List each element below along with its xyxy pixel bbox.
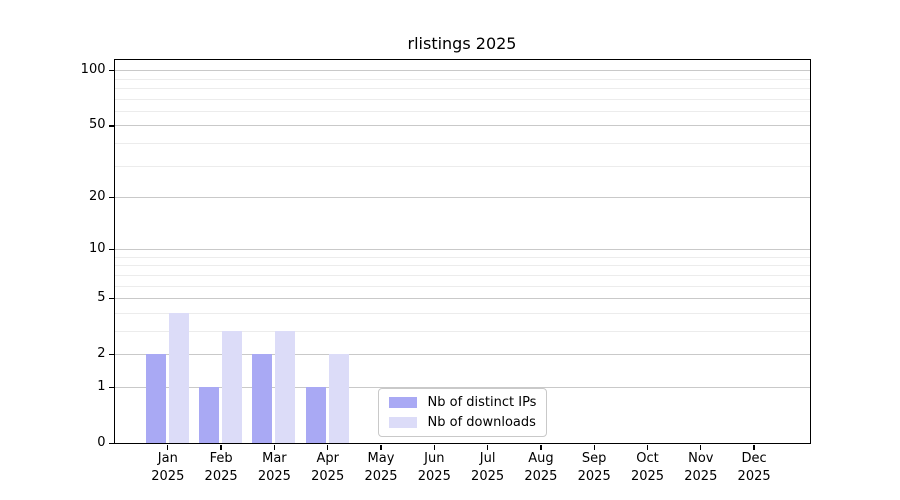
major-gridline <box>114 298 810 300</box>
minor-gridline <box>114 142 810 144</box>
y-tick-mark <box>109 386 114 389</box>
x-tick-mark <box>486 445 489 450</box>
legend-item-downloads: Nb of downloads <box>388 415 537 430</box>
x-tick-mark <box>646 445 649 450</box>
y-tick-label: 0 <box>97 435 106 450</box>
bar-downloads <box>222 331 243 443</box>
x-tick-label: Jun 2025 <box>417 451 451 484</box>
x-tick-label: Oct 2025 <box>630 451 665 484</box>
bar-distinct-ips <box>252 354 273 443</box>
minor-gridline <box>114 312 810 314</box>
x-tick-label: Sep 2025 <box>577 451 611 484</box>
bar-distinct-ips <box>199 387 220 443</box>
legend-swatch-downloads-icon <box>388 417 417 428</box>
legend-label-distinct-ips: Nb of distinct IPs <box>427 395 537 410</box>
y-tick-mark <box>109 69 114 72</box>
y-tick-label: 5 <box>97 290 106 306</box>
minor-gridline <box>114 87 810 89</box>
major-gridline <box>114 386 810 388</box>
x-tick-mark <box>380 445 382 450</box>
x-tick-label: Apr 2025 <box>311 451 345 484</box>
x-tick-mark <box>220 445 222 450</box>
y-tick-mark <box>109 196 114 199</box>
x-tick-label: Jan 2025 <box>151 451 185 484</box>
x-tick-label: Dec 2025 <box>737 451 771 484</box>
minor-gridline <box>114 98 810 100</box>
y-tick-label: 10 <box>88 241 106 257</box>
x-tick-label: Nov 2025 <box>684 451 718 484</box>
bar-distinct-ips <box>145 354 166 443</box>
x-tick-label: Mar 2025 <box>257 451 291 484</box>
y-tick-label: 20 <box>88 189 106 204</box>
y-tick-label: 50 <box>88 117 106 133</box>
legend-item-distinct-ips: Nb of distinct IPs <box>388 395 537 410</box>
x-tick-label: Jul 2025 <box>471 451 505 484</box>
y-tick-label: 1 <box>97 378 106 394</box>
major-gridline <box>114 354 810 356</box>
bar-distinct-ips <box>305 387 326 443</box>
major-gridline <box>114 197 810 198</box>
x-tick-mark <box>327 445 329 450</box>
legend: Nb of distinct IPs Nb of downloads <box>377 388 548 437</box>
x-tick-label: Feb 2025 <box>204 451 238 484</box>
x-tick-mark <box>700 445 702 450</box>
x-tick-mark <box>273 445 276 450</box>
legend-label-downloads: Nb of downloads <box>427 415 536 430</box>
minor-gridline <box>114 165 810 167</box>
y-tick-label: 100 <box>80 62 106 78</box>
plot-area: Nb of distinct IPs Nb of downloads <box>113 59 811 444</box>
bar-downloads <box>275 331 296 443</box>
y-tick-label: 2 <box>97 346 106 362</box>
bar-downloads <box>328 354 349 443</box>
minor-gridline <box>114 256 810 258</box>
x-tick-mark <box>167 445 169 450</box>
minor-gridline <box>114 78 810 80</box>
minor-gridline <box>114 274 810 276</box>
minor-gridline <box>114 330 810 332</box>
y-tick-mark <box>109 442 114 445</box>
minor-gridline <box>114 110 810 112</box>
x-tick-mark <box>540 445 542 450</box>
x-tick-mark <box>593 445 595 450</box>
major-gridline <box>114 125 810 127</box>
bar-downloads <box>168 312 189 443</box>
y-tick-mark <box>109 298 114 300</box>
x-tick-label: Aug 2025 <box>524 451 558 484</box>
y-tick-mark <box>109 125 114 127</box>
x-tick-mark <box>753 445 755 450</box>
y-tick-mark <box>109 249 114 251</box>
chart-title: rlistings 2025 <box>407 34 517 53</box>
legend-swatch-distinct-ips-icon <box>388 397 417 408</box>
x-tick-mark <box>433 445 435 450</box>
minor-gridline <box>114 265 810 267</box>
minor-gridline <box>114 285 810 287</box>
major-gridline <box>114 249 810 251</box>
x-tick-label: May 2025 <box>364 451 398 484</box>
y-tick-mark <box>109 354 114 356</box>
major-gridline <box>114 70 810 72</box>
